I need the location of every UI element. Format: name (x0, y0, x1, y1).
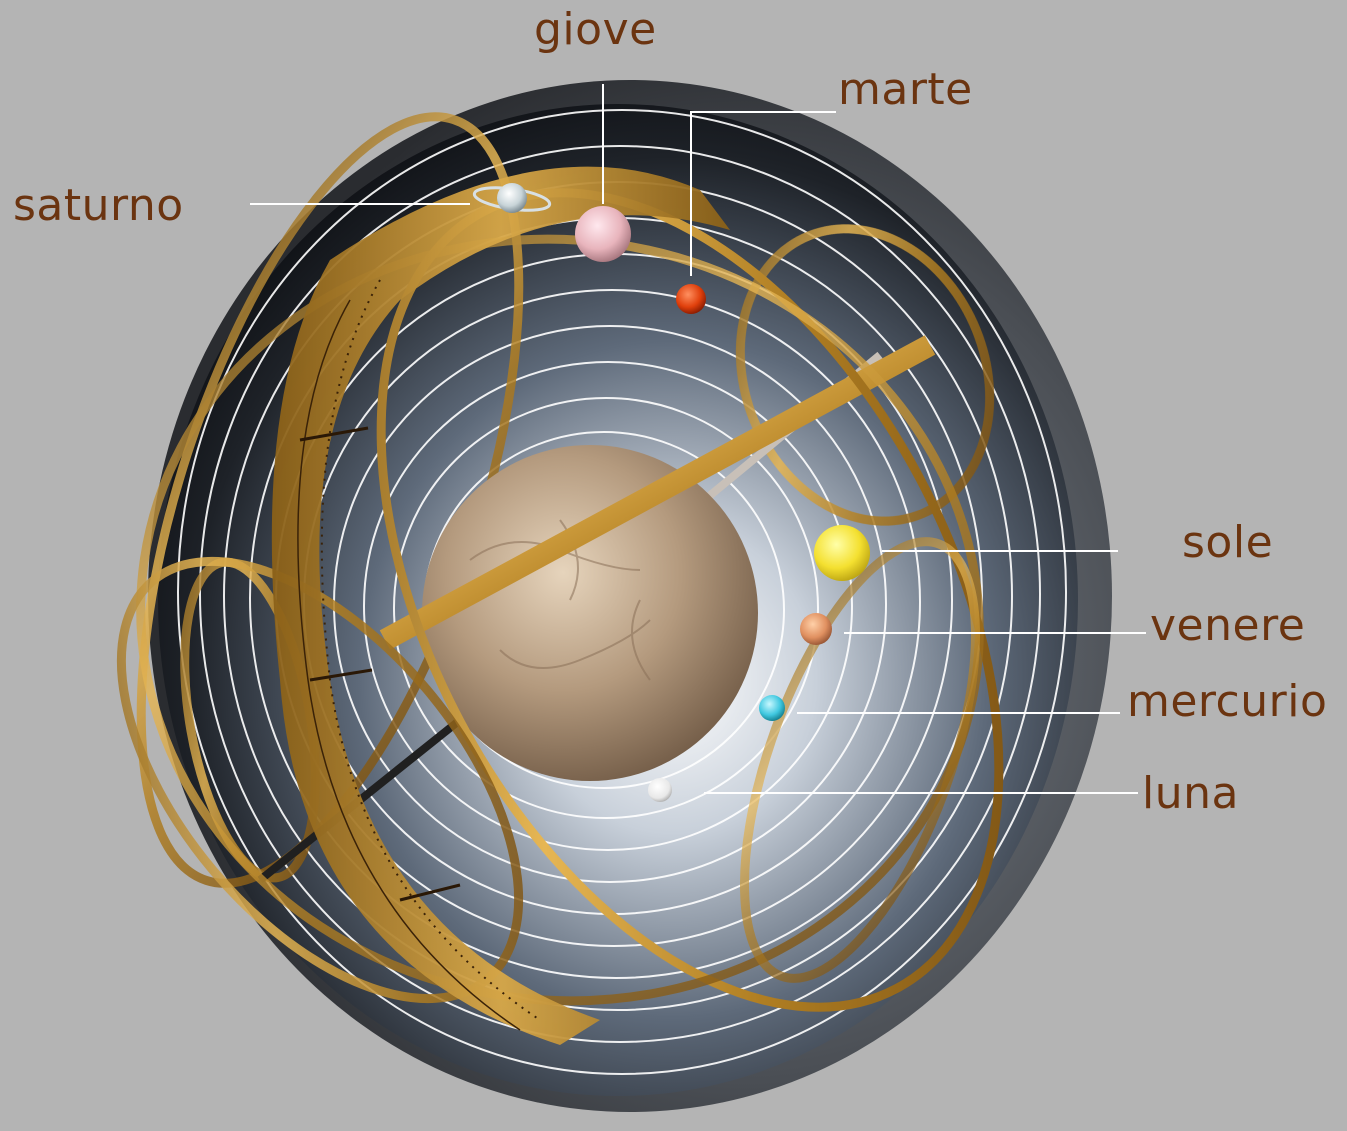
jupiter-planet (575, 206, 631, 262)
saturn-planet (472, 183, 552, 213)
label-giove: giove (534, 4, 657, 55)
label-saturno: saturno (13, 180, 184, 231)
ecliptic-band (379, 335, 936, 650)
graduated-meridian-band (271, 166, 730, 1046)
label-luna: luna (1142, 768, 1239, 819)
mars-planet (676, 284, 706, 314)
leader-lines (250, 84, 1146, 794)
label-mercurio: mercurio (1127, 676, 1328, 727)
label-venere: venere (1150, 600, 1306, 651)
sun-planet (814, 525, 870, 581)
venus-planet (800, 613, 832, 645)
mercury-planet (759, 695, 785, 721)
moon-planet (648, 778, 672, 802)
label-marte: marte (838, 64, 973, 115)
earth-globe (422, 445, 758, 781)
label-sole: sole (1182, 517, 1274, 568)
